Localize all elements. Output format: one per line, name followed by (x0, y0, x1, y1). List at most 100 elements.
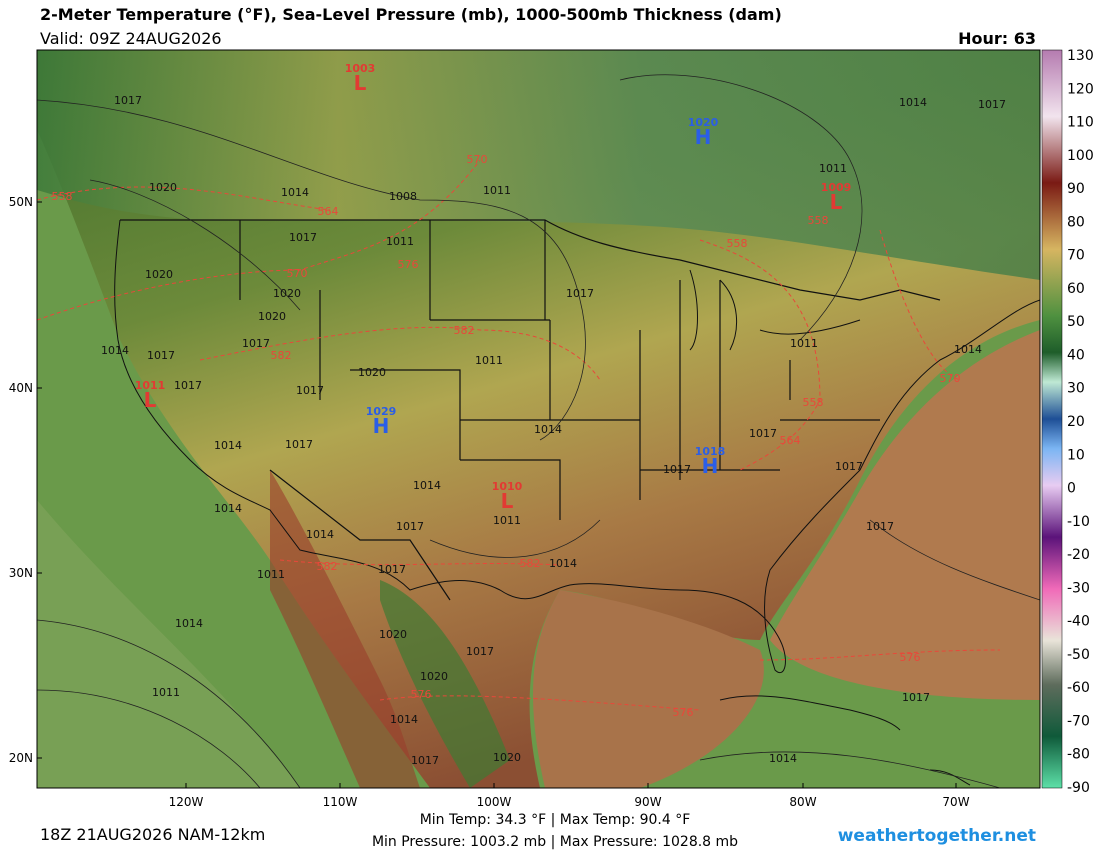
isobar-label: 1017 (114, 94, 142, 107)
isobar-label: 1017 (902, 691, 930, 704)
pressure-symbol: L (830, 190, 843, 214)
pressure-value: 1018 (695, 445, 726, 458)
thickness-label: 576 (398, 258, 419, 271)
title: 2-Meter Temperature (°F), Sea-Level Pres… (40, 5, 782, 24)
thickness-contours (37, 159, 1001, 711)
us-canada-border (120, 219, 941, 301)
pressure-value: 1020 (688, 116, 719, 129)
isobar-label: 1017 (466, 645, 494, 658)
pressure-value: 1010 (492, 480, 523, 493)
lat-label: 20N (9, 751, 33, 765)
atlantic (770, 330, 1040, 700)
thickness-label: 582 (520, 557, 541, 570)
isobar-label: 1017 (378, 563, 406, 576)
isobar-label: 1020 (149, 181, 177, 194)
thickness-label: 558 (52, 190, 73, 203)
thickness-label: 558 (727, 237, 748, 250)
isobar-label: 1014 (954, 343, 982, 356)
isobar-label: 1017 (835, 460, 863, 473)
isobar-label: 1011 (819, 162, 847, 175)
lat-label: 30N (9, 566, 33, 580)
colorbar-label: 50 (1067, 314, 1085, 330)
thickness-label: 576 (411, 688, 432, 701)
colorbar-label: 40 (1067, 347, 1085, 363)
thickness-label: 582 (317, 560, 338, 573)
pressure-symbol: L (144, 388, 157, 412)
pressure-symbol: L (501, 489, 514, 513)
thickness-label: 570 (287, 267, 308, 280)
isobar-label: 1014 (306, 528, 334, 541)
isobar-label: 1011 (257, 568, 285, 581)
colorbar-label: 130 (1067, 48, 1094, 64)
state-borders (239, 220, 880, 601)
thickness-label: 558 (803, 396, 824, 409)
isobar-label: 1020 (273, 287, 301, 300)
temp-range: Min Temp: 34.3 °F | Max Temp: 90.4 °F (420, 812, 691, 828)
isobar-label: 1017 (663, 463, 691, 476)
colorbar-label: 110 (1067, 115, 1094, 131)
isobar-label: 1017 (296, 384, 324, 397)
isobar-label: 1014 (175, 617, 203, 630)
colorbar-label: 100 (1067, 148, 1094, 164)
isobar-label: 1017 (411, 754, 439, 767)
isobar-label: 1014 (214, 502, 242, 515)
lon-label: 90W (634, 795, 661, 809)
pressure-value: 1011 (135, 379, 166, 392)
colorbar-label: -50 (1067, 647, 1090, 663)
isobar-label: 1011 (493, 514, 521, 527)
pressure-symbol: L (354, 71, 367, 95)
lon-label: 80W (789, 795, 816, 809)
lon-label: 110W (323, 795, 358, 809)
lon-label: 120W (169, 795, 204, 809)
colorbar-label: 80 (1067, 214, 1085, 230)
thickness-label: 570 (940, 372, 961, 385)
isobar-label: 1014 (413, 479, 441, 492)
pressure-symbol: H (695, 125, 712, 149)
colorbar-label: 20 (1067, 414, 1085, 430)
mexico-hot (270, 470, 420, 788)
isobar-label: 1014 (899, 96, 927, 109)
isobar-label: 1014 (281, 186, 309, 199)
site-name: weathertogether.net (838, 826, 1036, 846)
thickness-label: 576 (673, 706, 694, 719)
isobar-label: 1014 (101, 344, 129, 357)
thickness-label: 564 (780, 434, 801, 447)
colorbar-label: 60 (1067, 281, 1085, 297)
colorbar-label: -10 (1067, 514, 1090, 530)
map-frame (36, 49, 1041, 789)
isobar-label: 1011 (790, 337, 818, 350)
colorbar-label: -20 (1067, 547, 1090, 563)
isobar-label: 1011 (475, 354, 503, 367)
isobar-label: 1017 (978, 98, 1006, 111)
isobar-label: 1014 (390, 713, 418, 726)
isobar-label: 1017 (147, 349, 175, 362)
isobar-label: 1017 (289, 231, 317, 244)
isobar-label: 1014 (214, 439, 242, 452)
thickness-label: 582 (271, 349, 292, 362)
sierra-madre (380, 580, 510, 788)
canada (37, 50, 1040, 280)
coastline (114, 219, 1040, 673)
isobar-label: 1020 (358, 366, 386, 379)
colorbar-label: -80 (1067, 747, 1090, 763)
pressure-symbol: H (702, 454, 719, 478)
isobar-label: 1008 (389, 190, 417, 203)
isobar-label: 1014 (769, 752, 797, 765)
isobar-label: 1014 (549, 557, 577, 570)
thickness-label: 576 (900, 651, 921, 664)
colorbar-label: 0 (1067, 481, 1076, 497)
colorbar-label: -40 (1067, 614, 1090, 630)
map-area (37, 50, 1040, 788)
gulf (533, 590, 764, 788)
lat-label: 50N (9, 195, 33, 209)
pacific-south (37, 500, 300, 788)
colorbar (1041, 49, 1063, 789)
colorbar-label: 10 (1067, 447, 1085, 463)
valid-time: Valid: 09Z 24AUG2026 (40, 29, 222, 48)
isobar-label: 1017 (285, 438, 313, 451)
pressure-value: 1009 (821, 181, 852, 194)
forecast-hour: Hour: 63 (958, 29, 1036, 48)
colorbar-label: 90 (1067, 181, 1085, 197)
isobar-label: 1017 (396, 520, 424, 533)
